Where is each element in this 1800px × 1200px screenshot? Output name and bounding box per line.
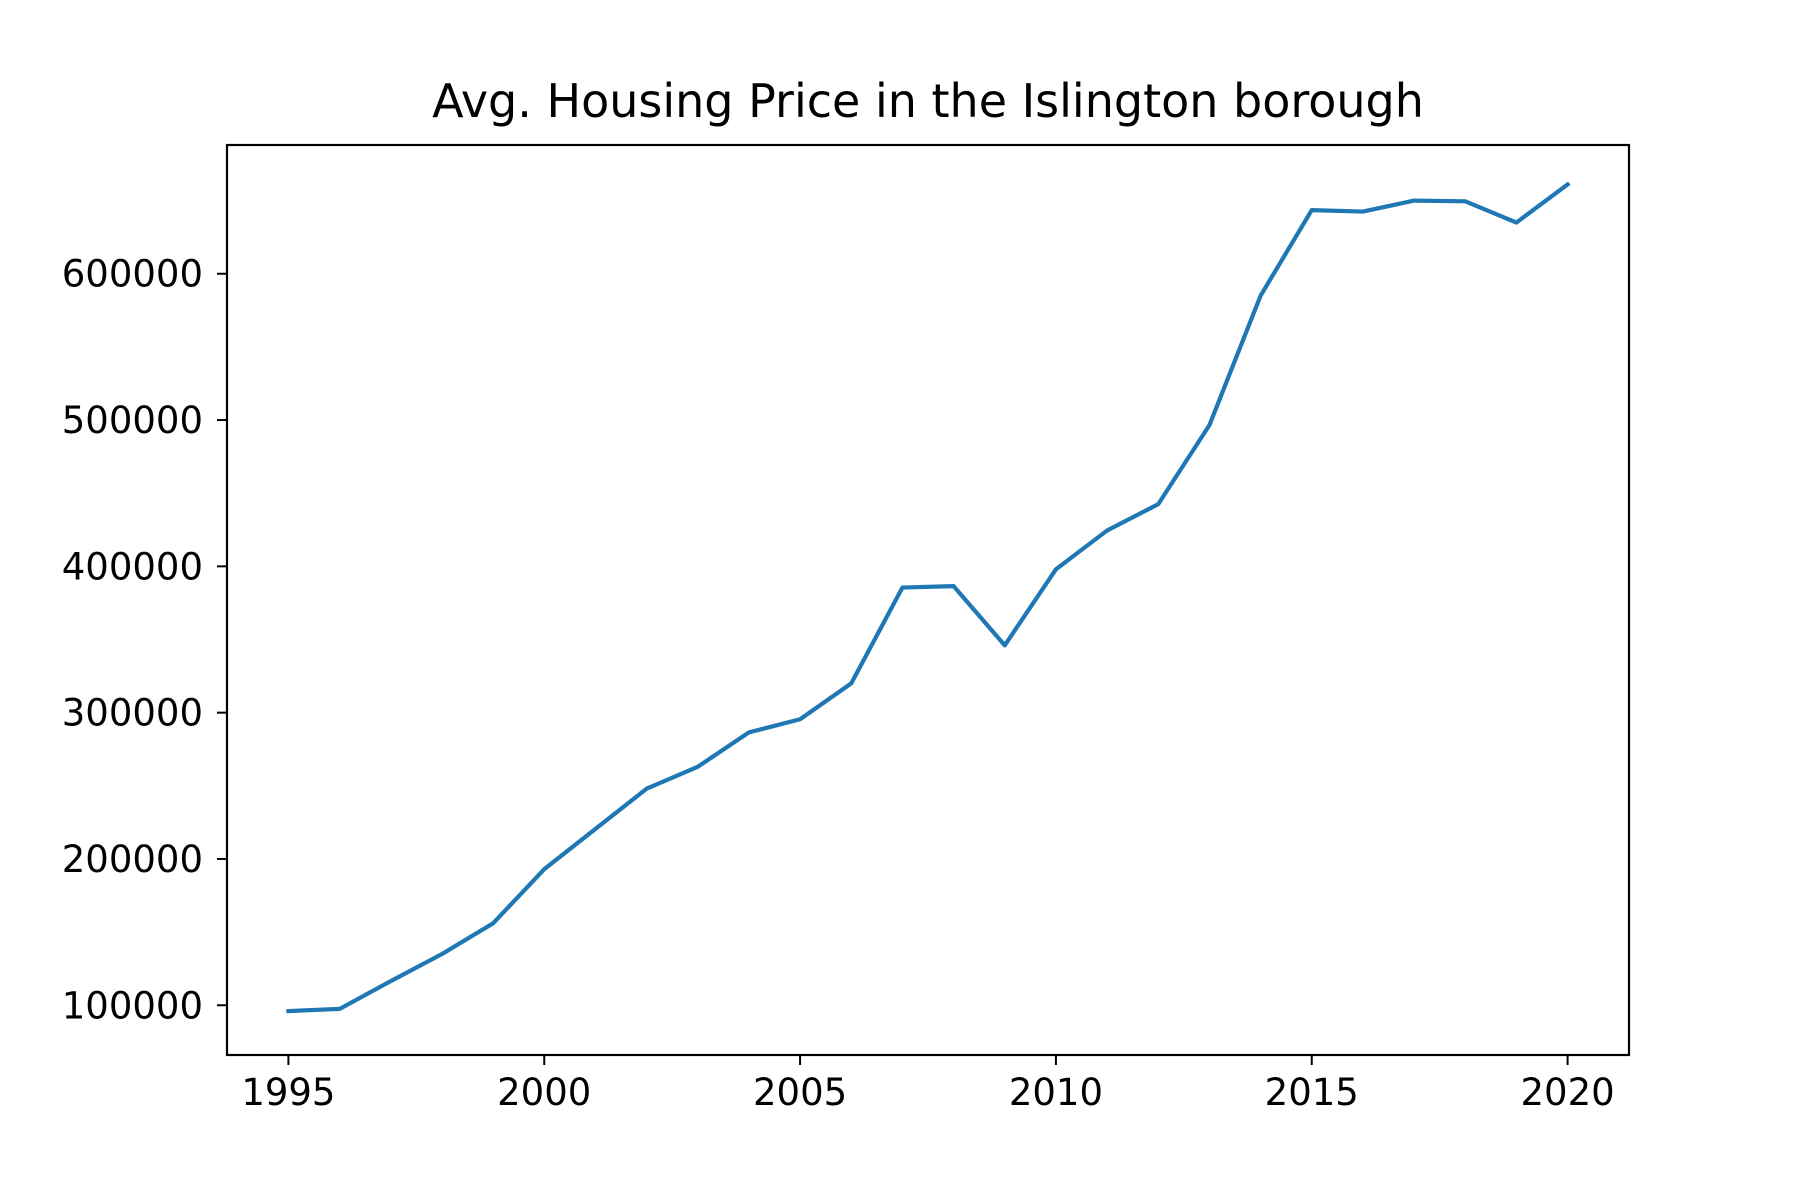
x-axis: 1995 2000 2005 2010 2015 2020 [241,1055,1615,1114]
y-tick-label: 300000 [62,692,203,735]
chart-title: Avg. Housing Price in the Islington boro… [432,74,1424,128]
x-tick-label: 2000 [497,1071,591,1114]
plot-area [286,181,1571,1014]
y-tick-label: 100000 [62,984,203,1027]
x-tick-label: 2005 [753,1071,847,1114]
series-line [286,181,1571,1014]
axes-frame [225,143,1631,1057]
x-tick-label: 1995 [241,1071,335,1114]
y-tick-label: 500000 [62,399,203,442]
x-tick-label: 2020 [1521,1071,1615,1114]
x-tick-label: 2010 [1009,1071,1103,1114]
x-tick-label: 2015 [1265,1071,1359,1114]
y-axis: 100000 200000 300000 400000 500000 600000 [62,253,227,1027]
y-tick-label: 600000 [62,253,203,296]
y-tick-label: 200000 [62,838,203,881]
y-tick-label: 400000 [62,545,203,588]
